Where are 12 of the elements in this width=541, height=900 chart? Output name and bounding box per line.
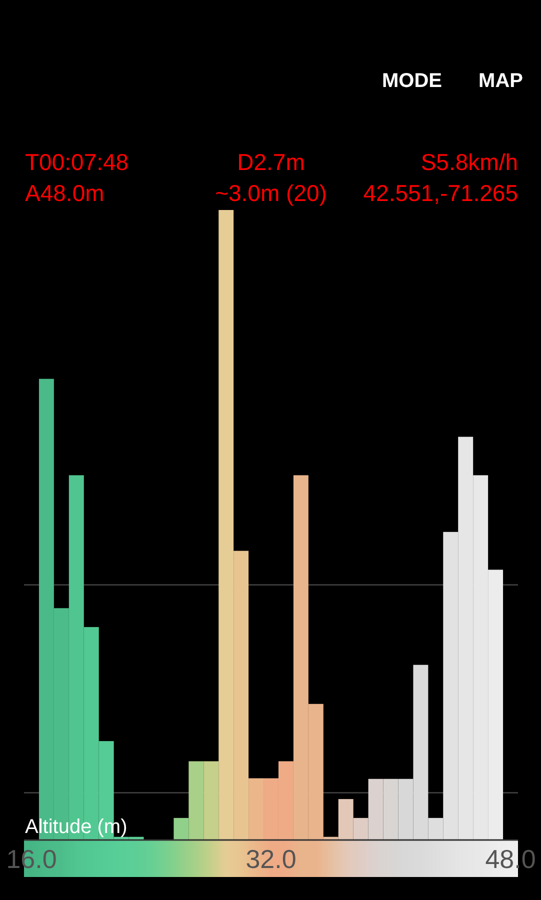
text: ~3.0m (20)	[215, 180, 327, 206]
bar	[204, 761, 219, 840]
text: T00:07:48	[25, 149, 129, 175]
text: MODE	[382, 70, 442, 92]
text: A48.0m	[25, 180, 104, 206]
bar	[174, 818, 189, 840]
text: 42.551,-71.265	[363, 180, 518, 206]
text: MAP	[478, 70, 523, 92]
text: D2.7m	[237, 149, 305, 175]
x-tick-label: 32.0	[246, 844, 296, 874]
text: S5.8km/h	[420, 149, 518, 175]
bar	[188, 761, 204, 840]
